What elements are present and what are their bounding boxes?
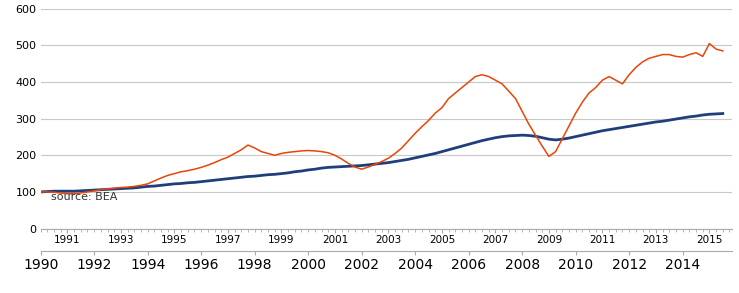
Text: source: BEA: source: BEA — [51, 192, 118, 202]
